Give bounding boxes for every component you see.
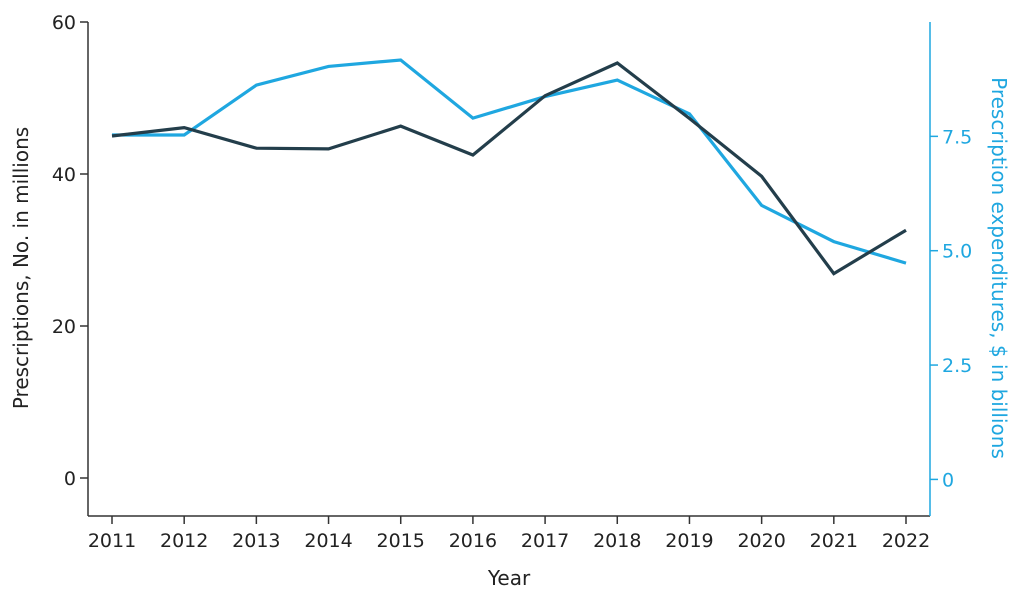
x-tick-label: 2012 [160,530,208,552]
x-axis-title: Year [487,566,531,589]
left-y-tick-label: 20 [52,316,76,338]
x-tick-label: 2013 [232,530,280,552]
left-y-tick-label: 60 [52,12,76,34]
x-tick-label: 2019 [665,530,713,552]
x-tick-label: 2015 [377,530,425,552]
x-tick-label: 2014 [304,530,352,552]
series-group [111,58,907,276]
prescriptions-series-line [111,61,907,276]
right-y-tick-label: 5.0 [942,241,972,263]
left-y-axis-title: Prescriptions, No. in millions [9,127,33,409]
right-y-tick-label: 0 [942,469,954,491]
x-tick-label: 2022 [882,530,930,552]
expenditures-series-line [112,58,907,265]
x-tick-label: 2021 [810,530,858,552]
x-tick-label: 2011 [88,530,136,552]
right-y-axis-title: Prescription expenditures, $ in billions [987,77,1011,459]
left-y-tick-label: 40 [52,164,76,186]
x-tick-label: 2016 [449,530,497,552]
axes-group: 0 20 40 60 0 2.5 5.0 7.5 2011 2012 2013 2014 2015 201… [52,12,972,552]
x-tick-label: 2018 [593,530,641,552]
x-tick-label: 2020 [737,530,785,552]
labels-group: Year Prescriptions, No. in millions Pres… [9,77,1011,589]
x-tick-label: 2017 [521,530,569,552]
right-y-tick-label: 7.5 [942,126,972,148]
left-y-tick-label: 0 [64,468,76,490]
right-y-tick-label: 2.5 [942,355,972,377]
